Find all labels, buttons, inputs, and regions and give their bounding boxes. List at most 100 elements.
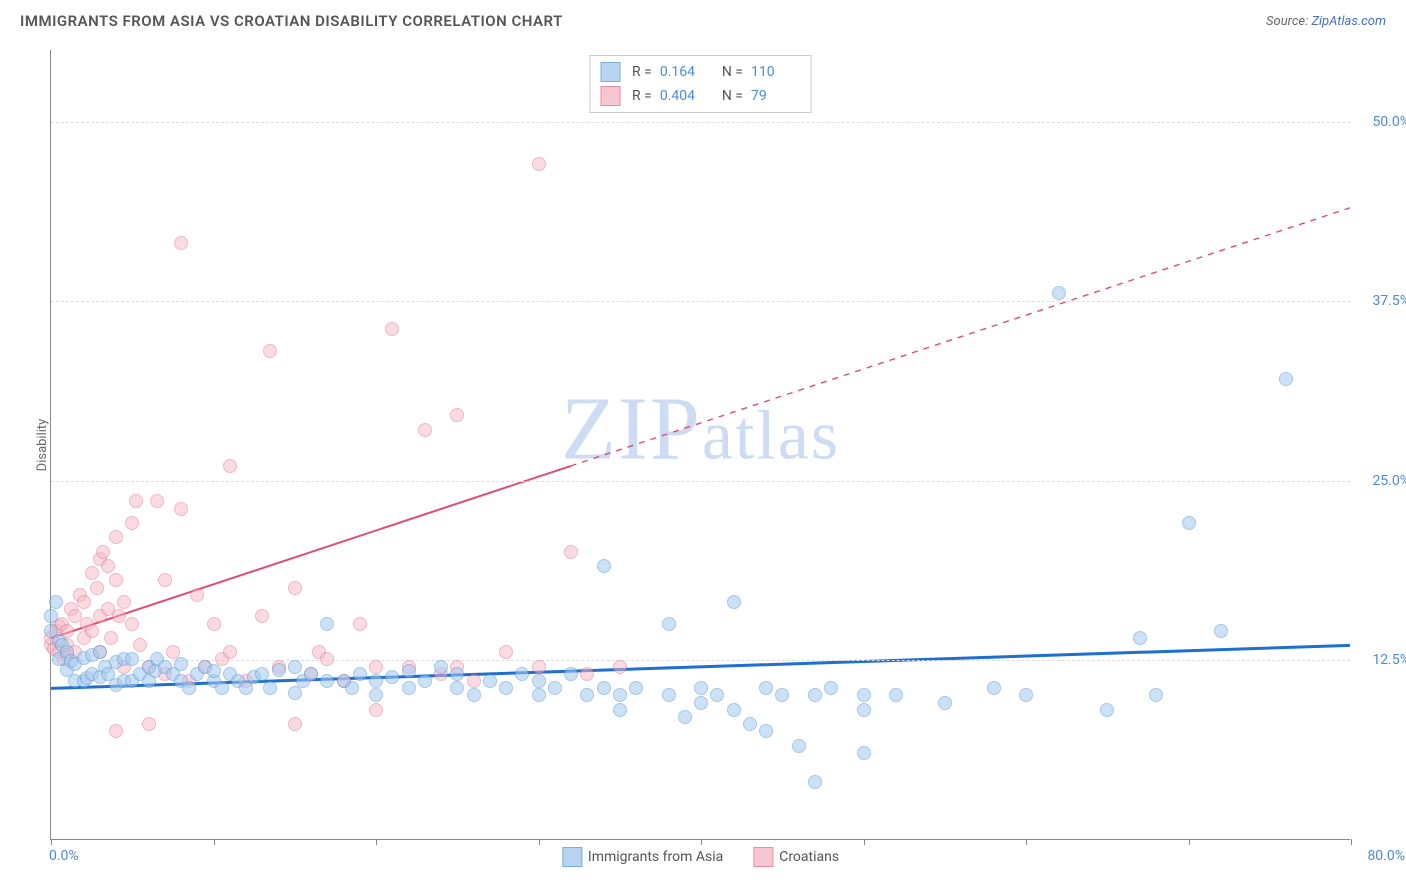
croatians-point — [109, 530, 123, 544]
croatians-point — [125, 516, 139, 530]
x-tick — [1189, 839, 1190, 845]
asia-point — [44, 609, 58, 623]
scatter-chart: Disability ZIPatlas R =0.164 N =110 R =0… — [50, 50, 1350, 840]
asia-point — [808, 775, 822, 789]
x-tick — [376, 839, 377, 845]
y-tick-label: 37.5% — [1372, 293, 1406, 309]
y-axis-title: Disability — [35, 418, 50, 471]
legend-item-croatians: Croatians — [753, 847, 839, 867]
asia-point — [499, 681, 513, 695]
croatians-point — [109, 724, 123, 738]
croatians-point — [85, 566, 99, 580]
asia-point — [824, 681, 838, 695]
asia-point — [263, 681, 277, 695]
asia-point — [1214, 624, 1228, 638]
croatians-point — [320, 652, 334, 666]
croatians-point — [109, 573, 123, 587]
croatians-point — [564, 545, 578, 559]
legend-item-asia: Immigrants from Asia — [562, 847, 723, 867]
croatians-point — [117, 595, 131, 609]
asia-point — [710, 688, 724, 702]
asia-point — [369, 688, 383, 702]
asia-point — [93, 645, 107, 659]
grid-line — [51, 122, 1350, 123]
asia-point — [215, 681, 229, 695]
swatch-asia — [600, 62, 620, 82]
source-link[interactable]: ZipAtlas.com — [1311, 14, 1386, 29]
croatians-point — [150, 494, 164, 508]
croatians-point — [223, 459, 237, 473]
asia-point — [385, 670, 399, 684]
asia-point — [857, 746, 871, 760]
asia-point — [515, 667, 529, 681]
asia-point — [792, 739, 806, 753]
asia-point — [759, 681, 773, 695]
asia-point — [662, 617, 676, 631]
asia-point — [182, 681, 196, 695]
asia-point — [320, 617, 334, 631]
asia-point — [467, 688, 481, 702]
asia-point — [1052, 286, 1066, 300]
asia-point — [857, 703, 871, 717]
croatians-point — [223, 645, 237, 659]
chart-title: IMMIGRANTS FROM ASIA VS CROATIAN DISABIL… — [20, 12, 563, 30]
x-axis-min-label: 0.0% — [49, 848, 79, 864]
asia-point — [938, 696, 952, 710]
swatch-croatians — [600, 86, 620, 106]
asia-point — [304, 667, 318, 681]
croatians-point — [112, 609, 126, 623]
croatians-point — [158, 573, 172, 587]
croatians-point — [96, 545, 110, 559]
croatians-point — [104, 631, 118, 645]
asia-point — [369, 674, 383, 688]
asia-point — [613, 703, 627, 717]
asia-point — [1149, 688, 1163, 702]
asia-point — [597, 559, 611, 573]
asia-point — [613, 688, 627, 702]
croatians-point — [255, 609, 269, 623]
asia-point — [1133, 631, 1147, 645]
x-tick — [1026, 839, 1027, 845]
asia-point — [272, 663, 286, 677]
source-attribution: Source: ZipAtlas.com — [1266, 14, 1386, 29]
asia-point — [1100, 703, 1114, 717]
asia-point — [174, 657, 188, 671]
asia-point — [694, 681, 708, 695]
asia-point — [629, 681, 643, 695]
asia-point — [532, 688, 546, 702]
grid-line — [51, 481, 1350, 482]
asia-point — [727, 703, 741, 717]
asia-point — [345, 681, 359, 695]
croatians-point — [369, 660, 383, 674]
asia-point — [450, 681, 464, 695]
asia-point — [759, 724, 773, 738]
x-tick — [539, 839, 540, 845]
asia-point — [694, 696, 708, 710]
x-tick — [51, 839, 52, 845]
croatians-point — [190, 588, 204, 602]
croatians-point — [580, 667, 594, 681]
croatians-point — [532, 660, 546, 674]
grid-line — [51, 301, 1350, 302]
asia-point — [483, 674, 497, 688]
y-tick-label: 25.0% — [1372, 473, 1406, 489]
croatians-point — [288, 717, 302, 731]
grid-line — [51, 660, 1350, 661]
asia-point — [662, 688, 676, 702]
asia-point — [857, 688, 871, 702]
trend-lines — [51, 50, 1350, 839]
asia-point — [434, 660, 448, 674]
asia-point — [49, 595, 63, 609]
plot-area: Disability ZIPatlas R =0.164 N =110 R =0… — [50, 50, 1350, 840]
asia-point — [678, 710, 692, 724]
asia-point — [288, 660, 302, 674]
asia-point — [1182, 516, 1196, 530]
asia-point — [125, 652, 139, 666]
croatians-point — [125, 617, 139, 631]
asia-point — [353, 667, 367, 681]
croatians-point — [418, 423, 432, 437]
croatians-point — [613, 660, 627, 674]
legend-row-croatians: R =0.404 N =79 — [600, 84, 801, 108]
asia-point — [727, 595, 741, 609]
asia-point — [580, 688, 594, 702]
